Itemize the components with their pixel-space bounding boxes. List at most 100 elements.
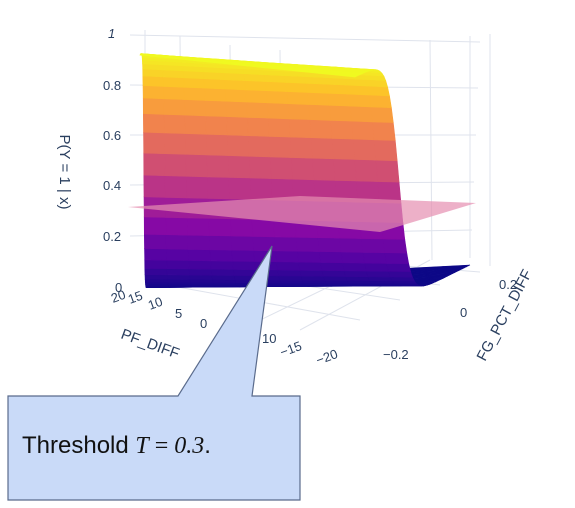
surface-cell	[227, 134, 250, 157]
surface-cell	[167, 278, 191, 283]
surface-cell	[185, 153, 208, 178]
surface-cell	[368, 94, 392, 109]
surface-cell	[144, 259, 168, 270]
surface-cell	[310, 137, 335, 160]
surface-cell	[306, 92, 330, 106]
surface-cell	[205, 115, 228, 136]
surface-cell	[189, 279, 214, 283]
x-tick: 0	[200, 316, 207, 331]
surface-cell	[342, 262, 367, 272]
surface-cell	[227, 155, 251, 179]
surface-cell	[265, 90, 289, 105]
surface-cell	[370, 106, 394, 123]
surface-cell	[210, 268, 235, 276]
surface-cell	[269, 136, 292, 158]
surface-cell	[290, 136, 314, 159]
surface-cell	[345, 276, 370, 282]
surface-cell	[144, 274, 168, 280]
surface-cell	[226, 116, 249, 137]
surface-cell	[185, 133, 208, 156]
surface-cell	[270, 156, 294, 180]
surface-cell	[340, 251, 366, 264]
surface-cell	[329, 104, 353, 122]
surface-cell	[189, 274, 213, 280]
surface-cell	[182, 70, 205, 80]
surface-cell	[231, 249, 256, 262]
x-tick: 5	[175, 306, 182, 321]
surface-cell	[297, 250, 322, 263]
surface-cell	[206, 154, 230, 178]
surface-cell	[295, 236, 320, 252]
surface-cell	[142, 75, 164, 87]
x-axis-ticks: 20 15 10 5 0 10 −15 −20	[109, 287, 340, 368]
surface-cell	[166, 259, 190, 270]
surface-cell	[326, 83, 349, 95]
surface-cell	[320, 262, 345, 272]
surface-cell	[166, 248, 190, 261]
surface-cell	[279, 279, 304, 284]
surface-cell	[312, 157, 336, 181]
surface-cell	[387, 270, 413, 278]
surface-cell	[264, 81, 288, 92]
surface-cell	[224, 79, 247, 91]
surface-cell	[164, 153, 187, 177]
y-tick: −0.2	[383, 347, 409, 362]
surface-cell	[300, 275, 326, 281]
surface-cell	[184, 114, 207, 135]
surface-cell	[367, 276, 393, 282]
surface-cell	[162, 76, 185, 88]
threshold-plane	[128, 196, 476, 232]
surface-cell	[143, 131, 166, 155]
surface-cell	[335, 74, 358, 78]
surface-cell	[228, 177, 252, 200]
surface-cell	[210, 260, 234, 270]
side-wall-grid	[429, 34, 491, 266]
surface-cell	[204, 100, 228, 117]
surface-cell	[386, 263, 411, 272]
callout-value: 0.3	[174, 433, 205, 459]
surface-cell	[309, 119, 333, 139]
surface-cell	[230, 218, 254, 237]
callout-var: T	[135, 433, 149, 459]
logistic-surface	[139, 53, 471, 289]
surface-cell	[230, 235, 255, 251]
z-tick: 0.8	[103, 78, 121, 93]
surface-cell	[373, 139, 398, 162]
x-tick: −15	[278, 338, 304, 360]
surface-cell	[209, 249, 234, 262]
surface-cell	[249, 177, 273, 201]
surface-cell	[278, 275, 303, 281]
surface-cell	[382, 238, 408, 254]
surface-cell	[211, 274, 236, 281]
callout-eq: =	[148, 433, 175, 459]
surface-cell	[364, 262, 389, 272]
y-tick: 0	[460, 305, 467, 320]
z-axis-title: P(Y = 1 | x)	[56, 135, 73, 210]
surface-cell	[327, 92, 351, 107]
surface-cell	[346, 84, 370, 96]
surface-cell	[248, 155, 272, 179]
surface-cell	[187, 234, 211, 251]
z-axis-ticks: 1 0.8 0.6 0.4 0.2 0	[103, 26, 122, 295]
surface-cell	[209, 235, 233, 251]
surface-cell	[305, 82, 329, 94]
x-tick: 10	[146, 294, 165, 313]
surface-cell	[188, 260, 212, 270]
z-tick: 0.4	[103, 178, 121, 193]
surface-cell	[308, 104, 332, 121]
surface-cell	[223, 72, 246, 81]
surface-cell	[245, 89, 268, 104]
callout-prefix: Threshold	[22, 432, 136, 459]
surface-cell	[349, 105, 373, 123]
surface-cell	[331, 138, 356, 160]
surface-cell	[284, 75, 307, 84]
surface-cell	[143, 233, 167, 250]
surface-cell	[166, 274, 191, 280]
surface-cell	[330, 120, 354, 140]
z-tick: 0	[115, 280, 122, 295]
callout-label: Threshold T = 0.3.	[22, 432, 211, 460]
surface-cell	[244, 80, 267, 92]
surface-cell	[183, 86, 206, 101]
